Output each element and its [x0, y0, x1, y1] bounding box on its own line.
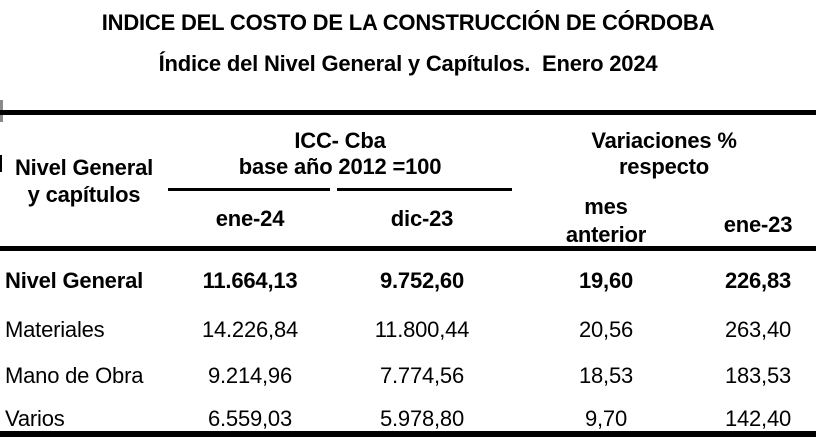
- header-bottom-border: [0, 246, 816, 251]
- cell-ene-24: 14.226,84: [201, 317, 299, 342]
- cell-ene-24: 6.559,03: [207, 406, 293, 431]
- row-header-line1: Nivel General: [14, 155, 154, 180]
- row-label: Varios: [5, 406, 65, 431]
- cell-ene-24: 9.214,96: [207, 363, 293, 388]
- variaciones-group-line1: Variaciones %: [591, 128, 737, 153]
- cell-mes-anterior: 9,70: [584, 406, 628, 431]
- column-header-dic-23: dic-23: [390, 206, 454, 231]
- icc-group-line1: ICC- Cba: [294, 128, 386, 153]
- column-header-mes-anterior-text: mes anterior: [565, 194, 647, 247]
- cell-mes-anterior: 19,60: [578, 268, 634, 293]
- cell-ene-23: 183,53: [724, 363, 792, 388]
- left-edge-black-mark: [0, 155, 2, 172]
- icc-group-underline-right: [337, 188, 512, 191]
- icc-group-line2: base año 2012 =100: [238, 154, 442, 179]
- cell-ene-24: 11.664,13: [202, 268, 298, 293]
- table-row-materiales: Materiales 14.226,84 11.800,44 20,56 263…: [0, 315, 816, 345]
- report-subtitle: Índice del Nivel General y Capítulos. En…: [158, 51, 658, 76]
- cell-dic-23: 9.752,60: [379, 268, 465, 293]
- row-label: Mano de Obra: [5, 363, 144, 388]
- cell-dic-23: 11.800,44: [374, 317, 470, 342]
- table-bottom-border: [0, 431, 816, 437]
- column-group-variaciones: Variaciones % respecto: [512, 128, 816, 180]
- cell-mes-anterior: 18,53: [578, 363, 634, 388]
- column-header-nivel-general-y-capitulos: Nivel General y capítulos: [0, 154, 168, 208]
- variaciones-group-line2: respecto: [618, 154, 710, 179]
- row-label: Materiales: [5, 317, 105, 342]
- table-row-mano-de-obra: Mano de Obra 9.214,96 7.774,56 18,53 183…: [0, 361, 816, 391]
- column-header-ene-23: ene-23: [723, 212, 793, 237]
- cell-ene-23: 226,83: [724, 268, 792, 293]
- row-header-line2: y capítulos: [27, 182, 141, 207]
- column-group-icc-cba: ICC- Cba base año 2012 =100: [168, 128, 512, 180]
- column-header-mes-anterior: mes anterior: [512, 193, 700, 249]
- cell-ene-23: 263,40: [724, 317, 792, 342]
- table-top-border: [0, 110, 816, 115]
- report-title: INDICE DEL COSTO DE LA CONSTRUCCIÓN DE C…: [101, 10, 715, 35]
- icc-group-underline-left: [168, 188, 330, 191]
- cell-dic-23: 7.774,56: [379, 363, 465, 388]
- cell-mes-anterior: 20,56: [578, 317, 634, 342]
- cell-ene-23: 142,40: [724, 406, 792, 431]
- column-header-ene-24: ene-24: [215, 206, 285, 231]
- row-label: Nivel General: [5, 268, 144, 293]
- table-row-varios: Varios 6.559,03 5.978,80 9,70 142,40: [0, 404, 816, 434]
- table-row-nivel-general: Nivel General 11.664,13 9.752,60 19,60 2…: [0, 266, 816, 296]
- cell-dic-23: 5.978,80: [379, 406, 465, 431]
